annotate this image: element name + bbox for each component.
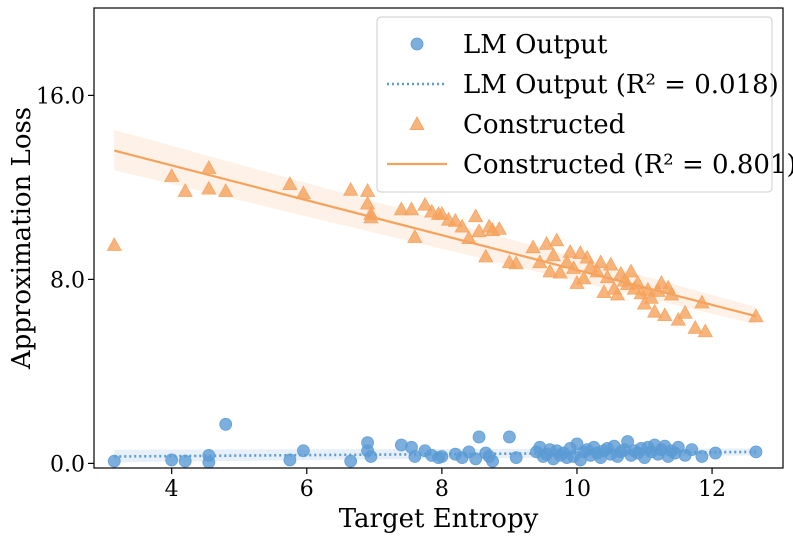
x-tick-label: 4 [165,477,179,502]
data-point-constructed [177,183,193,197]
fit-line-1 [114,450,756,458]
data-point-lm-output [685,443,699,457]
x-tick-label: 8 [435,477,449,502]
data-point-constructed [572,245,589,259]
data-point-lm-output [202,455,216,469]
data-point-constructed [359,195,376,210]
data-point-constructed [562,243,578,258]
data-point-lm-output [472,430,486,444]
data-point-constructed [343,181,359,196]
y-tick-label: 8.0 [50,268,85,293]
data-point-constructed [670,311,686,326]
legend-label: LM Output [463,30,608,60]
data-point-constructed [417,196,433,211]
data-point-lm-output [408,450,422,463]
legend-label: Constructed [463,110,625,140]
data-point-constructed [282,176,298,190]
x-tick-label: 6 [300,477,314,502]
data-point-constructed [454,218,470,233]
data-point-constructed [545,247,562,262]
data-point-constructed [697,323,713,338]
data-point-constructed [603,256,619,271]
data-point-lm-output [364,450,378,463]
legend: LM Output LM Output (R² = 0.018) Construct… [376,16,793,193]
data-point-constructed [491,220,507,235]
data-point-constructed [447,212,464,227]
data-point-constructed [164,168,180,182]
data-point-constructed [542,263,558,278]
data-point-constructed [525,239,541,254]
data-point-constructed [393,201,410,216]
data-point-constructed [471,223,487,238]
x-tick-label: 10 [563,477,591,502]
data-point-constructed [552,264,568,279]
x-tick-label: 12 [698,477,726,502]
data-point-lm-output [219,417,233,431]
data-point-constructed [643,289,659,304]
x-axis-label: Target Entropy [339,504,539,534]
y-axis-label: Approximation Loss [7,107,37,370]
data-point-constructed [576,270,592,285]
data-point-constructed [508,255,524,270]
data-point-constructed [687,319,703,334]
legend-label: LM Output (R² = 0.018) [463,70,779,100]
data-point-constructed [677,304,693,319]
data-point-constructed [592,254,609,269]
data-point-constructed [201,160,217,174]
data-point-constructed [653,275,670,289]
data-point-constructed [407,229,423,243]
data-point-lm-output [503,430,516,444]
y-tick-label: 16.0 [36,84,85,109]
legend-circle-marker [410,37,424,51]
plot-frame [93,7,784,469]
data-point-lm-output [344,454,358,468]
data-point-constructed [646,303,663,318]
data-point-constructed [218,183,234,197]
legend-triangle-marker [409,116,425,131]
data-point-constructed [582,258,599,273]
data-point-constructed [106,237,122,251]
data-point-constructed [434,206,450,220]
data-point-constructed [623,263,639,278]
data-point-constructed [549,232,565,247]
data-point-lm-output [435,450,449,463]
data-point-constructed [657,307,673,322]
data-point-constructed [201,180,217,195]
legend-box [376,16,773,193]
data-point-constructed [467,208,484,223]
data-point-lm-output [297,444,310,458]
data-point-constructed [478,248,494,263]
data-point-lm-output [509,451,523,465]
data-point-constructed [403,201,420,216]
data-point-constructed [609,286,626,301]
axis-ticks: 4 6 8 10 12 0.0 8.0 16.0 [36,84,726,502]
y-tick-label: 0.0 [50,452,85,477]
fit-line-2 [113,149,757,318]
legend-label: Constructed (R² = 0.801) [463,150,793,180]
data-point-lm-output [107,454,121,468]
data-point-lm-output [621,435,635,448]
data-point-lm-output [486,454,499,468]
